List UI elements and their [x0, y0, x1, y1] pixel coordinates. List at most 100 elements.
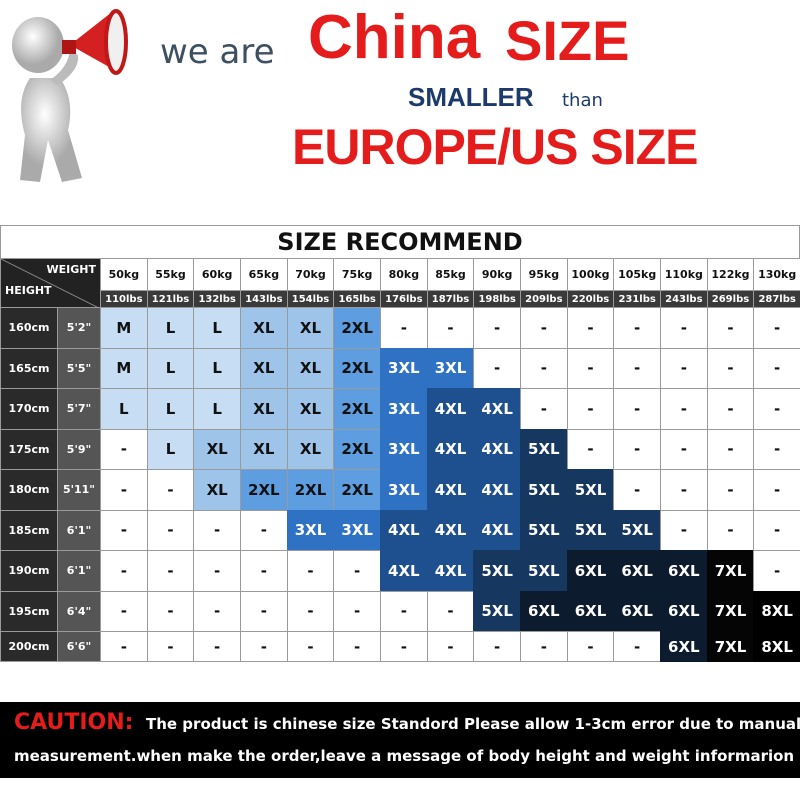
weight-lbs: 187lbs — [426, 290, 475, 308]
height-cm: 185cm — [0, 509, 58, 551]
size-cell: 4XL — [473, 428, 521, 470]
size-cell: - — [660, 388, 708, 430]
size-cell: - — [753, 509, 800, 551]
size-cell: - — [100, 469, 148, 511]
table-title: SIZE RECOMMEND — [0, 225, 800, 259]
height-cm: 170cm — [0, 388, 58, 430]
size-cell: 2XL — [333, 388, 381, 430]
height-ft: 6'1" — [57, 509, 101, 551]
size-cell: - — [660, 509, 708, 551]
height-ft: 5'11" — [57, 469, 101, 511]
weight-kg: 60kg — [193, 258, 241, 291]
size-cell: - — [566, 631, 615, 662]
size-cell: - — [613, 388, 661, 430]
caution-line: measurement.when make the order,leave a … — [14, 747, 795, 765]
size-cell: - — [426, 590, 475, 632]
weight-kg: 50kg — [100, 258, 148, 291]
size-cell: 5XL — [566, 469, 615, 511]
height-cm: 180cm — [0, 469, 58, 511]
size-cell: 2XL — [286, 469, 335, 511]
size-cell: - — [240, 631, 288, 662]
size-cell: 6XL — [520, 590, 568, 632]
size-cell: XL — [193, 428, 241, 470]
size-cell: 6XL — [660, 590, 708, 632]
size-cell: - — [333, 631, 381, 662]
size-cell: - — [613, 631, 661, 662]
size-cell: 4XL — [380, 550, 428, 592]
height-ft: 5'9" — [57, 428, 101, 470]
size-cell: - — [240, 550, 288, 592]
size-cell: - — [706, 388, 755, 430]
height-ft: 5'5" — [57, 347, 101, 389]
size-cell: XL — [286, 347, 335, 389]
size-cell: L — [146, 347, 195, 389]
size-cell: - — [613, 307, 661, 349]
height-cm: 190cm — [0, 550, 58, 592]
size-cell: 4XL — [426, 509, 475, 551]
size-cell: XL — [240, 388, 288, 430]
size-cell: - — [333, 550, 381, 592]
size-cell: - — [146, 590, 195, 632]
size-cell: - — [100, 550, 148, 592]
size-cell: XL — [286, 307, 335, 349]
size-cell: 6XL — [566, 590, 615, 632]
size-cell: L — [193, 347, 241, 389]
height-ft: 5'2" — [57, 307, 101, 349]
size-cell: - — [286, 631, 335, 662]
size-cell: - — [706, 347, 755, 389]
size-cell: - — [426, 631, 475, 662]
height-cm: 160cm — [0, 307, 58, 349]
size-cell: 4XL — [473, 388, 521, 430]
size-cell: XL — [240, 428, 288, 470]
size-cell: XL — [286, 428, 335, 470]
size-cell: 3XL — [380, 469, 428, 511]
size-text: SIZE — [505, 9, 630, 72]
size-cell: - — [426, 307, 475, 349]
size-cell: - — [566, 347, 615, 389]
size-cell: - — [706, 469, 755, 511]
weight-kg: 110kg — [660, 258, 708, 291]
size-cell: 5XL — [520, 469, 568, 511]
size-cell: - — [753, 307, 800, 349]
size-cell: - — [473, 631, 521, 662]
size-cell: - — [146, 550, 195, 592]
size-cell: L — [193, 307, 241, 349]
size-cell: L — [146, 388, 195, 430]
size-cell: - — [146, 631, 195, 662]
china-text: China — [308, 3, 481, 72]
size-cell: - — [146, 509, 195, 551]
size-cell: - — [380, 590, 428, 632]
weight-kg: 90kg — [473, 258, 521, 291]
size-cell: 3XL — [426, 347, 475, 389]
size-cell: - — [660, 347, 708, 389]
size-cell: XL — [240, 307, 288, 349]
height-ft: 5'7" — [57, 388, 101, 430]
size-cell: - — [146, 469, 195, 511]
weight-kg: 70kg — [286, 258, 335, 291]
weight-lbs: 243lbs — [660, 290, 708, 308]
height-ft: 6'6" — [57, 631, 101, 662]
weight-lbs: 209lbs — [520, 290, 568, 308]
size-cell: 2XL — [333, 347, 381, 389]
size-cell: XL — [286, 388, 335, 430]
caution-bar: CAUTION: The product is chinese size Sta… — [0, 702, 800, 778]
weight-kg: 65kg — [240, 258, 288, 291]
size-cell: - — [613, 469, 661, 511]
size-cell: L — [146, 307, 195, 349]
size-cell: 4XL — [473, 509, 521, 551]
size-cell: 7XL — [706, 590, 755, 632]
size-cell: 5XL — [520, 428, 568, 470]
height-cm: 195cm — [0, 590, 58, 632]
weight-lbs: 132lbs — [193, 290, 241, 308]
size-cell: - — [193, 631, 241, 662]
weight-lbs: 198lbs — [473, 290, 521, 308]
size-cell: 4XL — [426, 469, 475, 511]
weight-kg: 122kg — [706, 258, 755, 291]
size-cell: - — [706, 428, 755, 470]
size-cell: 3XL — [333, 509, 381, 551]
size-cell: 5XL — [473, 590, 521, 632]
corner-cell: WEIGHT HEIGHT — [0, 258, 101, 309]
weight-lbs: 287lbs — [753, 290, 800, 308]
weight-kg: 95kg — [520, 258, 568, 291]
size-cell: 7XL — [706, 550, 755, 592]
